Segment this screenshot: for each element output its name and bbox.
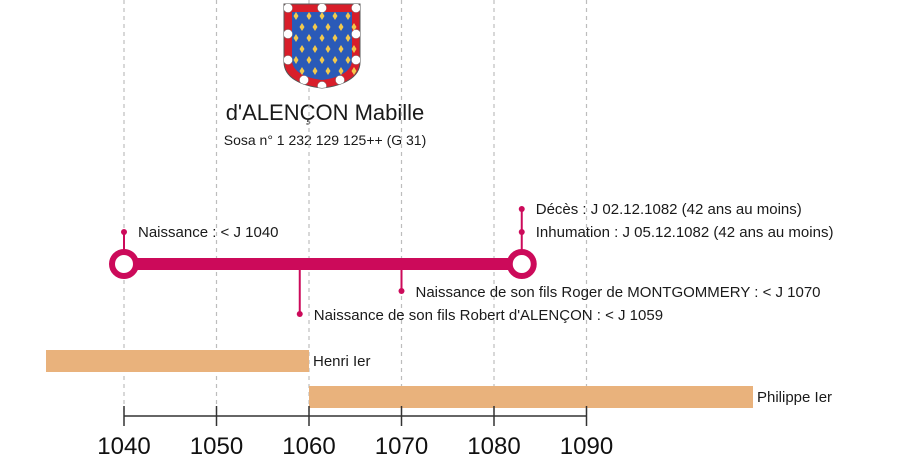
event-label: Inhumation : J 05.12.1082 (42 ans au moi… <box>536 224 834 241</box>
fleur-de-lis-icon <box>293 12 299 20</box>
reign-label: Philippe Ier <box>757 389 832 406</box>
tick-label: 1090 <box>560 433 613 460</box>
reign-label: Henri Ier <box>313 353 371 370</box>
event-dot <box>121 229 127 235</box>
fleur-de-lis-icon <box>325 23 331 31</box>
fleur-de-lis-icon <box>332 12 338 20</box>
tick-label: 1070 <box>375 433 428 460</box>
fleur-de-lis-icon <box>325 45 331 53</box>
fleur-de-lis-icon <box>332 34 338 42</box>
fleur-de-lis-icon <box>319 34 325 42</box>
reigns: Henri Ier Philippe Ier <box>46 350 832 408</box>
year-axis: 1040 1050 1060 1070 1080 1090 <box>97 406 613 460</box>
person-name: d'ALENÇON Mabille <box>225 100 425 125</box>
roundel-icon <box>351 29 360 39</box>
roundel-icon <box>351 55 360 65</box>
event-label: Décès : J 02.12.1082 (42 ans au moins) <box>536 201 802 218</box>
roundel-icon <box>284 55 293 65</box>
death-marker <box>506 249 537 279</box>
tick-label: 1060 <box>282 433 335 460</box>
coat-of-arms-icon <box>283 3 361 89</box>
fleur-de-lis-icon <box>345 56 351 64</box>
reign-bar <box>46 350 309 372</box>
fleur-de-lis-icon <box>319 12 325 20</box>
tick-label: 1040 <box>97 433 150 460</box>
event-label: Naissance de son fils Roger de MONTGOMME… <box>416 284 821 301</box>
tick-label: 1050 <box>190 433 243 460</box>
fleur-de-lis-icon <box>351 67 357 75</box>
fleur-de-lis-icon <box>312 23 318 31</box>
tick-label: 1080 <box>467 433 520 460</box>
fleur-de-lis-icon <box>338 67 344 75</box>
fleur-de-lis-icon <box>293 34 299 42</box>
fleur-de-lis-icon <box>306 56 312 64</box>
event-label: Naissance de son fils Robert d'ALENÇON :… <box>314 307 663 324</box>
roundel-icon <box>317 4 327 13</box>
fleur-de-lis-icon <box>299 45 305 53</box>
event-dot <box>518 206 525 212</box>
event-dot <box>398 288 405 294</box>
sosa-number: Sosa n° 1 232 129 125++ (G 31) <box>223 132 427 148</box>
events: Naissance : < J 1040 Décès : J 02.12.1082… <box>121 201 833 324</box>
reign-bar <box>309 386 753 408</box>
fleur-de-lis-icon <box>338 45 344 53</box>
event-label: Naissance : < J 1040 <box>138 224 279 241</box>
roundel-icon <box>284 29 293 39</box>
fleur-de-lis-icon <box>306 12 312 20</box>
fleur-de-lis-icon <box>312 67 318 75</box>
event-dot <box>518 229 525 235</box>
roundel-icon <box>351 4 360 13</box>
fleur-de-lis-icon <box>299 67 305 75</box>
birth-marker <box>109 249 139 279</box>
fleur-de-lis-icon <box>345 12 351 20</box>
fleur-de-lis-icon <box>351 23 357 31</box>
roundel-icon <box>317 81 327 88</box>
fleur-de-lis-icon <box>338 23 344 31</box>
fleur-de-lis-icon <box>312 45 318 53</box>
event-dot <box>296 311 303 317</box>
fleur-de-lis-icon <box>325 67 331 75</box>
roundel-icon <box>284 4 293 13</box>
fleur-de-lis-icon <box>319 56 325 64</box>
fleur-de-lis-icon <box>293 56 299 64</box>
fleur-de-lis-icon <box>332 56 338 64</box>
fleur-de-lis-icon <box>306 34 312 42</box>
fleur-de-lis-icon <box>299 23 305 31</box>
fleur-de-lis-icon <box>351 45 357 53</box>
fleur-de-lis-icon <box>345 34 351 42</box>
life-span <box>109 249 537 279</box>
